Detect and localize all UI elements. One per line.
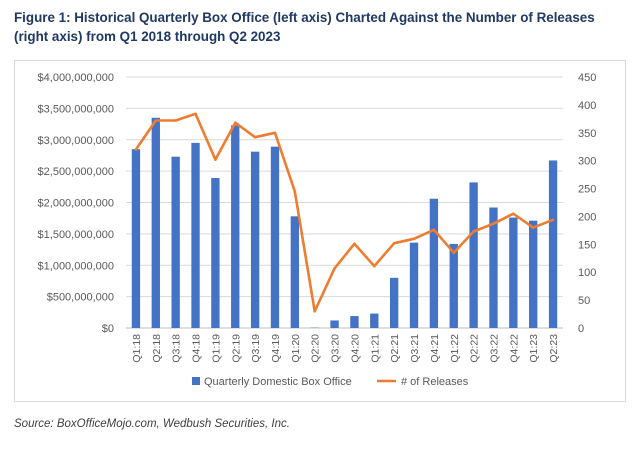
line-point <box>253 135 257 139</box>
line-point <box>512 212 515 215</box>
bar-box-office <box>489 207 498 328</box>
right-tick-label: 450 <box>578 72 596 84</box>
combo-chart: $0 $500,000,000 $1,000,000,000 $1,500,000,0… <box>38 72 597 388</box>
left-axis-ticks: $0 $500,000,000 $1,000,000,000 $1,500,000,0… <box>38 72 114 335</box>
bar-box-office <box>389 277 399 328</box>
line-point <box>174 119 177 122</box>
legend-label-bar: Quarterly Domestic Box Office <box>204 376 352 388</box>
line-point <box>432 228 436 232</box>
bar-box-office <box>509 217 518 328</box>
line-point <box>372 264 376 268</box>
line-point <box>492 222 495 225</box>
line-point <box>154 119 158 122</box>
x-tick-label: Q3:21 <box>409 334 421 363</box>
right-tick-label: 250 <box>578 184 596 196</box>
x-tick-label: Q2:18 <box>151 334 163 363</box>
bars <box>131 117 558 328</box>
bar-box-office <box>250 151 260 328</box>
left-tick-label: $1,000,000,000 <box>38 260 114 272</box>
line-point <box>194 112 197 116</box>
bar-box-office <box>469 182 478 328</box>
x-tick-label: Q2:19 <box>230 334 242 363</box>
x-tick-label: Q2:21 <box>389 334 401 363</box>
left-tick-label: $2,500,000,000 <box>38 166 114 178</box>
bar-box-office <box>548 160 558 328</box>
line-point <box>392 241 396 245</box>
x-tick-label: Q4:18 <box>191 334 203 363</box>
x-tick-label: Q2:23 <box>548 334 560 363</box>
left-tick-label: $500,000,000 <box>47 292 114 304</box>
right-tick-label: 150 <box>578 239 596 251</box>
bar-box-office <box>131 149 141 328</box>
x-tick-label: Q1:21 <box>369 334 381 363</box>
bar-box-office <box>409 242 419 328</box>
x-tick-label: Q4:20 <box>349 334 361 363</box>
releases-line <box>134 112 555 313</box>
left-tick-label: $2,000,000,000 <box>38 198 114 210</box>
x-tick-label: Q1:19 <box>210 334 222 363</box>
bar-box-office <box>290 216 300 328</box>
right-tick-label: 300 <box>578 156 596 168</box>
x-axis-ticks: Q1:18 Q2:18 Q3:18 Q4:18 Q1:19 Q2:19 Q3:19 Q4:19… <box>131 334 560 363</box>
line-point <box>472 230 475 233</box>
left-tick-label: $1,500,000,000 <box>38 229 114 241</box>
line-point <box>333 267 336 270</box>
bar-box-office <box>350 316 359 328</box>
right-tick-label: 350 <box>578 128 596 140</box>
left-tick-label: $4,000,000,000 <box>38 72 114 84</box>
line-point <box>293 190 297 193</box>
x-tick-label: Q3:20 <box>330 334 342 363</box>
line-point <box>452 251 456 254</box>
right-axis-ticks: 0 50 100 150 200 250 300 350 400 450 <box>578 72 596 335</box>
line-point <box>551 218 555 222</box>
right-tick-label: 400 <box>578 100 596 112</box>
x-tick-label: Q1:23 <box>528 334 540 363</box>
left-tick-label: $0 <box>102 323 114 335</box>
bar-box-office <box>211 178 220 328</box>
line-point <box>412 237 416 241</box>
bar-box-office <box>231 125 240 328</box>
right-tick-label: 100 <box>578 267 596 279</box>
x-tick-label: Q3:19 <box>250 334 262 363</box>
bar-box-office <box>330 320 339 328</box>
right-tick-label: 200 <box>578 211 596 223</box>
bar-box-office <box>171 156 180 328</box>
line-point <box>214 158 217 161</box>
bar-box-office <box>191 142 200 328</box>
right-tick-label: 0 <box>578 323 584 335</box>
left-tick-label: $3,500,000,000 <box>38 103 114 115</box>
x-tick-label: Q4:22 <box>508 334 520 363</box>
legend: Quarterly Domestic Box Office # of Releas… <box>192 376 469 388</box>
x-tick-label: Q4:21 <box>429 334 441 363</box>
x-tick-label: Q3:18 <box>171 334 183 363</box>
bar-box-office <box>151 117 160 328</box>
x-tick-label: Q1:20 <box>290 334 302 363</box>
line-point <box>313 309 317 313</box>
line-series-releases <box>134 112 554 313</box>
bar-box-office <box>270 146 280 328</box>
left-tick-label: $3,000,000,000 <box>38 135 114 147</box>
line-point <box>233 121 237 125</box>
x-tick-label: Q2:22 <box>469 334 481 363</box>
legend-swatch-bar <box>192 377 200 385</box>
legend-label-line: # of Releases <box>401 376 469 388</box>
x-tick-label: Q1:18 <box>131 334 143 363</box>
x-tick-label: Q3:22 <box>488 334 500 363</box>
chart-frame <box>14 60 626 402</box>
line-point <box>353 242 356 246</box>
bar-box-office <box>370 313 379 328</box>
line-point <box>273 131 277 135</box>
right-tick-label: 50 <box>578 295 590 307</box>
figure-title: Figure 1: Historical Quarterly Box Offic… <box>14 10 595 44</box>
line-point <box>531 226 535 229</box>
bar-box-office <box>449 243 458 328</box>
source-note: Source: BoxOfficeMojo.com, Wedbush Secur… <box>14 418 290 430</box>
bar-box-office <box>429 198 439 328</box>
x-tick-label: Q1:22 <box>449 334 461 363</box>
line-point <box>134 148 138 151</box>
x-tick-label: Q2:20 <box>310 334 322 363</box>
bar-box-office <box>529 220 538 328</box>
x-tick-label: Q4:19 <box>270 334 282 363</box>
